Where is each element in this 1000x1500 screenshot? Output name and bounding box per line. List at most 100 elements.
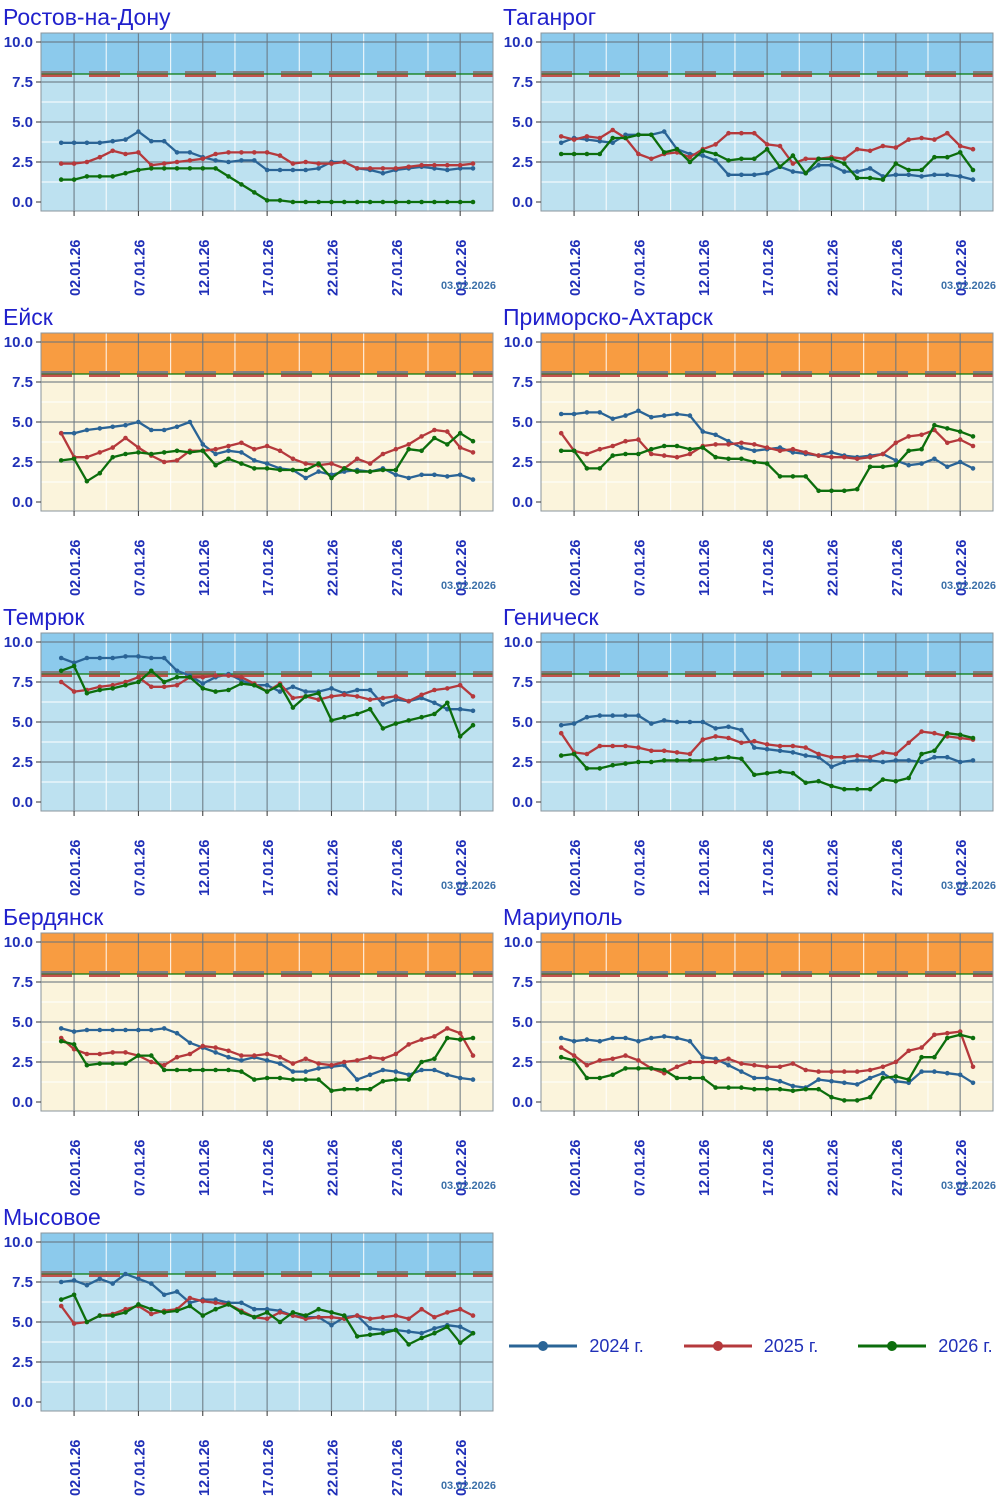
data-point <box>970 443 976 449</box>
data-point <box>213 451 218 457</box>
data-point <box>123 151 128 157</box>
data-point <box>610 762 615 768</box>
data-point <box>842 786 847 792</box>
data-point <box>252 1306 257 1312</box>
data-point <box>303 159 309 165</box>
legend-swatch <box>683 1341 752 1351</box>
data-point <box>329 1314 334 1320</box>
data-point <box>906 137 911 142</box>
data-point <box>777 164 783 170</box>
data-point <box>264 1306 270 1312</box>
data-point <box>161 166 167 171</box>
data-point <box>110 445 115 450</box>
data-point <box>136 450 141 455</box>
data-point <box>136 679 141 685</box>
data-point <box>354 1334 360 1339</box>
data-point <box>277 1061 283 1066</box>
data-point <box>419 714 424 720</box>
x-axis-tick-label: 12.01.26 <box>697 240 713 296</box>
data-point <box>842 1098 847 1103</box>
chart-svg: 10.0 7.5 5.0 2.5 0.0 02.01.26 07.01.26 12.01.26… <box>3 304 496 596</box>
data-point <box>123 137 128 142</box>
y-axis-tick-label: 0.0 <box>12 494 33 511</box>
data-point <box>226 1048 231 1054</box>
data-point <box>829 1078 834 1084</box>
data-point <box>906 1048 911 1054</box>
data-point <box>790 474 796 479</box>
data-point <box>867 166 873 171</box>
data-point <box>906 462 911 468</box>
data-point <box>380 702 386 707</box>
data-point <box>649 1066 654 1071</box>
x-axis-tick-label: 02.01.26 <box>68 1140 84 1196</box>
data-point <box>867 758 873 763</box>
data-point <box>739 456 744 462</box>
data-point <box>303 689 309 694</box>
data-point <box>584 751 590 757</box>
data-point <box>84 1027 90 1033</box>
data-point <box>790 1088 796 1094</box>
series-markers-2026 г. <box>558 730 976 792</box>
data-point <box>342 1062 347 1068</box>
x-axis-tick-label: 02.01.26 <box>568 540 584 596</box>
chart-title: Геническ <box>503 604 600 630</box>
data-point <box>290 1061 296 1066</box>
data-point <box>854 146 860 152</box>
series-markers-2024 г. <box>58 1026 476 1082</box>
data-point <box>829 454 834 460</box>
data-point <box>470 477 476 482</box>
data-point <box>661 1034 667 1039</box>
data-point <box>290 467 296 473</box>
series-markers-2026 г. <box>558 1032 976 1103</box>
data-point <box>84 140 90 146</box>
data-point <box>316 1314 321 1320</box>
data-point <box>752 172 757 178</box>
data-point <box>739 1069 744 1074</box>
chart-svg: 10.0 7.5 5.0 2.5 0.0 02.01.26 07.01.26 12.01.26… <box>503 4 996 296</box>
data-point <box>149 451 154 457</box>
data-point <box>893 440 899 446</box>
data-point <box>867 148 873 154</box>
x-axis-tick-label: 07.01.26 <box>132 240 148 296</box>
data-point <box>584 1062 590 1068</box>
data-point <box>239 1053 244 1058</box>
data-point <box>123 1271 128 1277</box>
data-point <box>174 1067 180 1073</box>
data-point <box>739 727 744 733</box>
data-point <box>354 694 360 699</box>
data-point <box>457 682 463 688</box>
data-point <box>803 1086 808 1092</box>
data-point <box>161 450 167 455</box>
data-point <box>919 751 924 757</box>
data-point <box>174 424 180 430</box>
data-point <box>726 724 731 730</box>
data-point <box>700 1054 706 1060</box>
data-point <box>380 166 386 171</box>
data-point <box>829 1094 834 1100</box>
chart-panel-Бердянск: 10.0 7.5 5.0 2.5 0.0 02.01.26 07.01.26 12.01.26… <box>0 900 500 1200</box>
data-point <box>367 1316 373 1322</box>
data-point <box>919 461 924 466</box>
series-markers-2026 г. <box>58 663 476 739</box>
data-point <box>470 1077 476 1082</box>
data-point <box>457 472 463 478</box>
data-point <box>149 1306 154 1312</box>
data-point <box>687 1038 693 1044</box>
data-point <box>445 1324 450 1330</box>
x-axis-tick-label: 01.02.26 <box>454 1440 470 1496</box>
data-point <box>790 1061 796 1066</box>
data-point <box>277 682 283 688</box>
data-point <box>713 151 718 157</box>
data-point <box>945 426 950 431</box>
data-point <box>419 1037 424 1042</box>
data-point <box>945 730 950 736</box>
data-point <box>393 467 399 473</box>
data-point <box>687 758 693 763</box>
legend-item-2025 г.: 2025 г. <box>682 1336 818 1357</box>
data-point <box>290 199 296 205</box>
y-axis-tick-label: 5.0 <box>12 714 33 731</box>
data-point <box>470 450 476 455</box>
data-point <box>174 159 180 165</box>
data-point <box>84 655 90 661</box>
data-point <box>149 1281 154 1286</box>
